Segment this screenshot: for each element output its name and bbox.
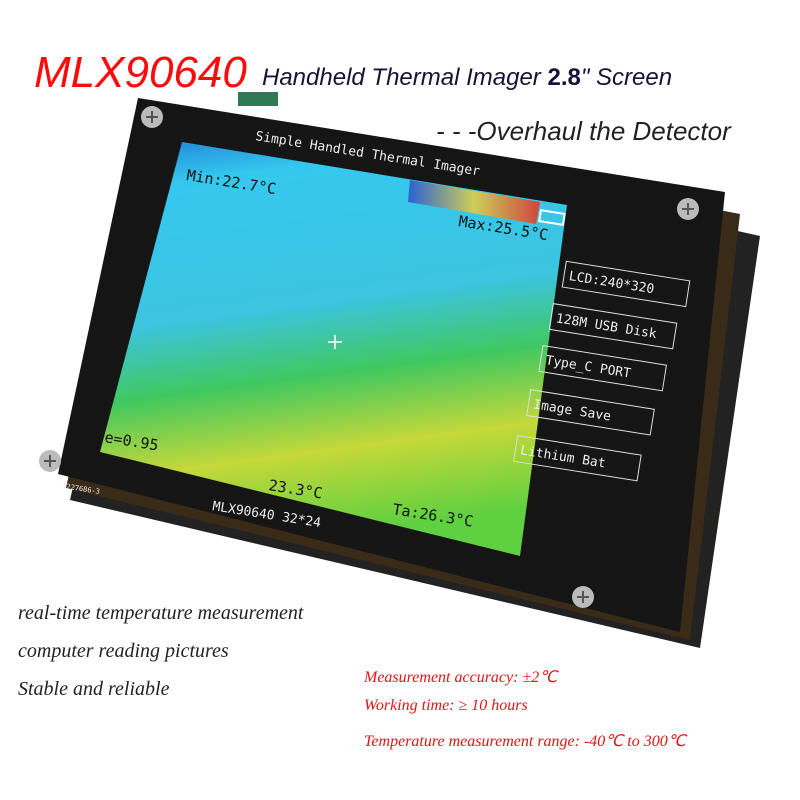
title-text: Handheld Thermal Imager xyxy=(262,64,541,91)
screw-icon xyxy=(39,450,61,472)
crosshair-icon xyxy=(328,335,342,349)
screw-icon xyxy=(677,198,699,220)
screw-icon xyxy=(141,106,163,128)
screw-icon xyxy=(572,586,594,608)
subtitle: - - -Overhaul the Detector xyxy=(436,116,731,146)
title-screen: " Screen xyxy=(580,64,673,91)
spec-range: Temperature measurement range: -40℃ to 3… xyxy=(364,733,686,750)
spec-accuracy: Measurement accuracy: ±2℃ xyxy=(364,669,558,686)
battery-icon xyxy=(538,209,566,226)
connector xyxy=(238,92,278,106)
product-model-title: MLX90640 xyxy=(34,48,247,97)
thermal-screen xyxy=(100,142,567,556)
spec-working-time: Working time: ≥ 10 hours xyxy=(364,697,528,714)
feature-item: real-time temperature measurement xyxy=(18,602,304,624)
product-title: Handheld Thermal Imager 2.8" Screen xyxy=(262,64,672,92)
feature-item: Stable and reliable xyxy=(18,678,170,700)
screen-size: 2.8 xyxy=(547,64,581,91)
color-scale-bar xyxy=(408,180,540,224)
feature-item: computer reading pictures xyxy=(18,640,229,662)
